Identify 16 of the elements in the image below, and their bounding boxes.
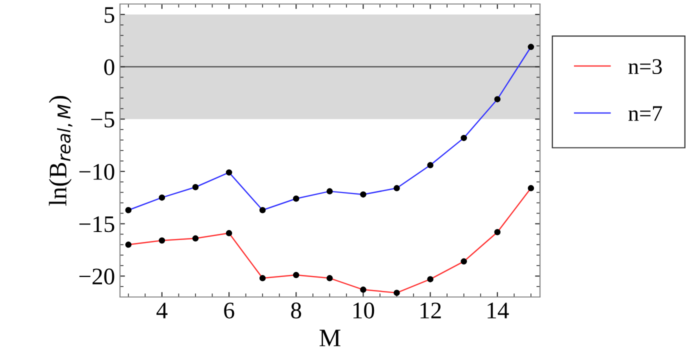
x-tick-label: 12 <box>420 302 441 318</box>
y-tick-label: −20 <box>79 268 114 284</box>
x-tick-label: 8 <box>291 302 302 318</box>
x-tick-label: 6 <box>224 302 234 318</box>
y-tick-label: −15 <box>79 216 114 232</box>
y-tick-label: −10 <box>79 164 114 180</box>
y-tick-label: −5 <box>91 112 114 128</box>
x-tick-label: 14 <box>488 302 509 318</box>
x-tick-label: 10 <box>353 302 374 318</box>
x-axis-title: M <box>320 330 340 346</box>
y-tick-label: 5 <box>104 7 114 23</box>
legend-label: n=7 <box>628 106 662 121</box>
legend-label: n=3 <box>628 59 662 74</box>
y-tick-label: 0 <box>104 59 114 76</box>
x-tick-label: 4 <box>156 302 168 318</box>
y-axis-title: ln(B$_{real,M}$) <box>48 96 72 206</box>
